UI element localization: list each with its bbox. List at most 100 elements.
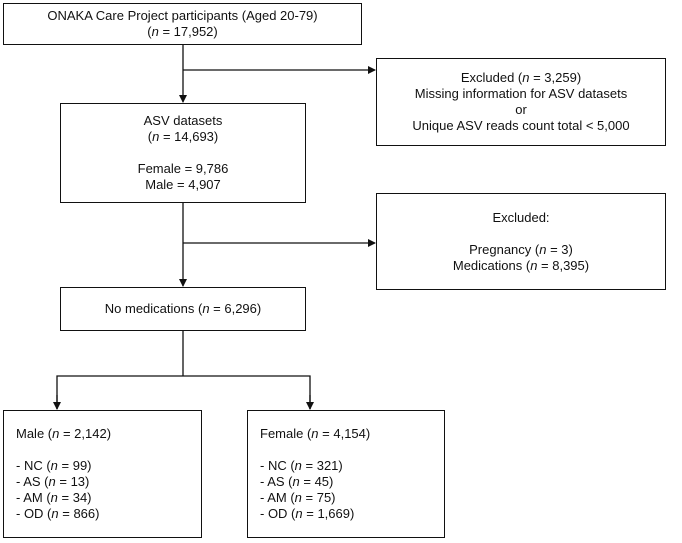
text: Female = 9,786 bbox=[137, 161, 229, 176]
connector bbox=[56, 375, 311, 409]
text-line: Unique ASV reads count total < 5,000 bbox=[377, 118, 665, 134]
text: = 8,395) bbox=[537, 257, 590, 273]
italic-n: n bbox=[50, 490, 58, 505]
text: Male ( bbox=[16, 426, 53, 441]
text: Female ( bbox=[260, 426, 312, 441]
text: Medications ( bbox=[452, 257, 531, 273]
text: = 1,669) bbox=[302, 506, 355, 521]
text-line: (n = 17,952) bbox=[4, 24, 361, 40]
text-line: No medications (n = 6,296) bbox=[61, 301, 305, 317]
italic-n: n bbox=[294, 458, 302, 473]
text: - AM ( bbox=[16, 490, 51, 505]
text-line: Female (n = 4,154) bbox=[260, 426, 444, 442]
female-box: Female (n = 4,154) - NC (n = 321) - AS (n … bbox=[247, 410, 445, 538]
text: = 2,142) bbox=[59, 426, 112, 441]
asv-box: ASV datasets (n = 14,693) Female = 9,786 Ma… bbox=[60, 103, 306, 203]
text: No medications ( bbox=[104, 301, 203, 316]
paragraph: Pregnancy (n = 3) Medications (n = 8,395) bbox=[377, 242, 665, 274]
paragraph: Female (n = 4,154) bbox=[260, 426, 444, 442]
italic-n: n bbox=[202, 301, 210, 316]
text: - OD ( bbox=[260, 506, 296, 521]
italic-n: n bbox=[292, 474, 300, 489]
paragraph: No medications (n = 6,296) bbox=[61, 301, 305, 317]
paragraph: ONAKA Care Project participants (Aged 20… bbox=[4, 8, 361, 40]
text: Pregnancy ( bbox=[469, 241, 540, 257]
text: = 17,952) bbox=[158, 24, 218, 39]
text: = 45) bbox=[299, 474, 334, 489]
participants-box: ONAKA Care Project participants (Aged 20… bbox=[3, 3, 362, 45]
italic-n: n bbox=[311, 426, 319, 441]
text: = 14,693) bbox=[159, 129, 219, 144]
text: - OD ( bbox=[16, 506, 52, 521]
italic-n: n bbox=[48, 474, 56, 489]
text: - AS ( bbox=[16, 474, 49, 489]
text: = 866) bbox=[58, 506, 100, 521]
text-line: - OD (n = 1,669) bbox=[260, 506, 444, 522]
text-line: Missing information for ASV datasets bbox=[377, 86, 665, 102]
italic-n: n bbox=[51, 506, 59, 521]
text: - NC ( bbox=[260, 458, 295, 473]
text-line: Excluded: bbox=[377, 210, 665, 226]
text: = 13) bbox=[55, 474, 90, 489]
paragraph: - NC (n = 321) - AS (n = 45) - AM (n = 75)… bbox=[260, 458, 444, 522]
text: ONAKA Care Project participants (Aged 20… bbox=[47, 8, 318, 23]
text: = 3,259) bbox=[529, 70, 582, 85]
italic-n: n bbox=[151, 24, 159, 39]
italic-n: n bbox=[52, 426, 60, 441]
text: ASV datasets bbox=[143, 113, 223, 128]
text: - AM ( bbox=[260, 490, 295, 505]
text: = 321) bbox=[301, 458, 343, 473]
text: = 3) bbox=[546, 241, 573, 257]
text: = 6,296) bbox=[209, 301, 262, 316]
text-line: - NC (n = 321) bbox=[260, 458, 444, 474]
text-line: or bbox=[377, 102, 665, 118]
text-line: - AM (n = 75) bbox=[260, 490, 444, 506]
text: ( bbox=[147, 129, 153, 144]
text: Missing information for ASV datasets bbox=[414, 86, 628, 101]
text: ( bbox=[147, 24, 152, 39]
text-line: ONAKA Care Project participants (Aged 20… bbox=[4, 8, 361, 24]
text-line: Excluded (n = 3,259) bbox=[377, 70, 665, 86]
italic-n: n bbox=[530, 257, 538, 273]
text-line: - AM (n = 34) bbox=[16, 490, 201, 506]
italic-n: n bbox=[539, 241, 547, 257]
text-line: ASV datasets bbox=[61, 113, 305, 129]
paragraph: Female = 9,786 Male = 4,907 bbox=[61, 161, 305, 193]
paragraph: Excluded (n = 3,259) Missing information … bbox=[377, 70, 665, 134]
italic-n: n bbox=[50, 458, 58, 473]
excluded-box: Excluded: Pregnancy (n = 3) Medications (n… bbox=[376, 193, 666, 290]
text-line: Female = 9,786 bbox=[61, 161, 305, 177]
text-line: - AS (n = 13) bbox=[16, 474, 201, 490]
male-box: Male (n = 2,142) - NC (n = 99) - AS (n = 1… bbox=[3, 410, 202, 538]
text-line: - AS (n = 45) bbox=[260, 474, 444, 490]
paragraph: ASV datasets (n = 14,693) bbox=[61, 113, 305, 145]
text: = 34) bbox=[57, 490, 92, 505]
text: Excluded ( bbox=[460, 70, 523, 85]
text-line: - OD (n = 866) bbox=[16, 506, 201, 522]
text: - AS ( bbox=[260, 474, 293, 489]
no-medications-box: No medications (n = 6,296) bbox=[60, 287, 306, 331]
excluded-box: Excluded (n = 3,259) Missing information … bbox=[376, 58, 666, 146]
text-line: Pregnancy (n = 3) bbox=[377, 242, 665, 258]
text-line: (n = 14,693) bbox=[61, 129, 305, 145]
paragraph: - NC (n = 99) - AS (n = 13) - AM (n = 34) -… bbox=[16, 458, 201, 522]
text-line: Male (n = 2,142) bbox=[16, 426, 201, 442]
italic-n: n bbox=[522, 70, 530, 85]
text-line: Male = 4,907 bbox=[61, 177, 305, 193]
italic-n: n bbox=[295, 506, 303, 521]
text: Excluded: bbox=[492, 209, 550, 225]
text: Unique ASV reads count total < 5,000 bbox=[412, 118, 630, 133]
italic-n: n bbox=[152, 129, 160, 144]
text-line: Medications (n = 8,395) bbox=[377, 258, 665, 274]
text: - NC ( bbox=[16, 458, 51, 473]
text: = 4,154) bbox=[318, 426, 371, 441]
text-line: - NC (n = 99) bbox=[16, 458, 201, 474]
text: = 75) bbox=[301, 490, 336, 505]
text: Male = 4,907 bbox=[145, 177, 221, 192]
paragraph: Excluded: bbox=[377, 210, 665, 226]
paragraph: Male (n = 2,142) bbox=[16, 426, 201, 442]
text: = 99) bbox=[57, 458, 92, 473]
text: or bbox=[515, 102, 527, 117]
